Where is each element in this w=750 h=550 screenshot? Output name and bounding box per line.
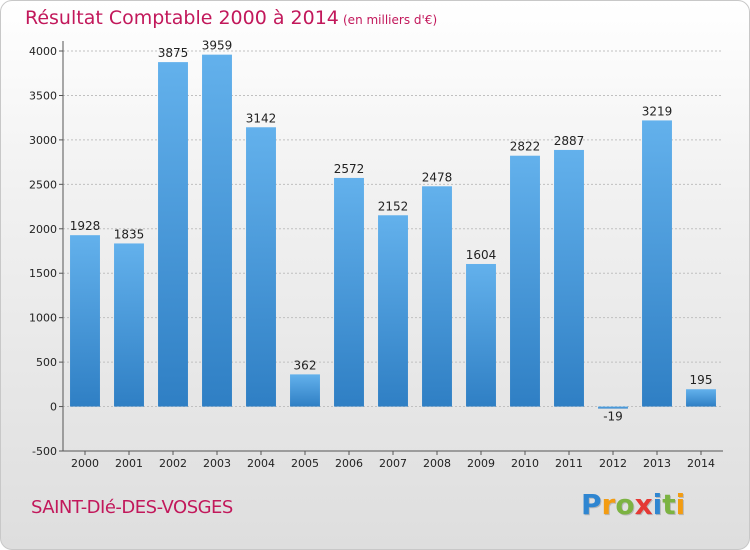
data-label-2002: 3875 [158, 46, 189, 60]
bar-2001 [114, 243, 144, 407]
bar-2006 [334, 177, 364, 407]
y-tick-label: 3500 [29, 89, 57, 102]
bar-2008 [422, 186, 452, 407]
x-tick-label: 2000 [71, 457, 99, 470]
bar-2011 [554, 149, 584, 407]
data-label-2000: 1928 [70, 219, 101, 233]
x-tick-label: 2014 [687, 457, 715, 470]
data-label-2008: 2478 [422, 170, 453, 184]
bar-2014 [686, 389, 716, 407]
chart-subtitle: (en milliers d'€) [343, 13, 438, 27]
x-tick-label: 2009 [467, 457, 495, 470]
bars [70, 54, 716, 409]
y-tick-label: 4000 [29, 45, 57, 58]
bar-2013 [642, 120, 672, 407]
data-label-2014: 195 [690, 373, 713, 387]
bar-2012 [598, 406, 628, 409]
x-tick-label: 2011 [555, 457, 583, 470]
bar-2009 [466, 263, 496, 407]
x-tick-label: 2008 [423, 457, 451, 470]
x-tick-label: 2001 [115, 457, 143, 470]
proxiti-logo[interactable]: Proxiti [581, 488, 685, 521]
y-tick-label: 0 [50, 401, 57, 414]
logo-letter: o [615, 488, 635, 521]
logo-letter: t [662, 488, 676, 521]
logo-letter: r [601, 488, 616, 521]
data-label-2011: 2887 [554, 134, 585, 148]
x-tick-label: 2005 [291, 457, 319, 470]
logo-letter: P [581, 488, 602, 521]
bar-2003 [202, 54, 232, 407]
x-tick-label: 2006 [335, 457, 363, 470]
bar-2000 [70, 235, 100, 407]
x-tick-label: 2013 [643, 457, 671, 470]
x-tick-label: 2004 [247, 457, 275, 470]
bar-2004 [246, 127, 276, 407]
data-label-2004: 3142 [246, 111, 277, 125]
x-tick-label: 2012 [599, 457, 627, 470]
data-label-2010: 2822 [510, 140, 541, 154]
data-label-2009: 1604 [466, 248, 497, 262]
x-tick-label: 2002 [159, 457, 187, 470]
bar-2002 [158, 62, 188, 407]
chart-title: Résultat Comptable 2000 à 2014 [25, 7, 339, 29]
x-tick-label: 2007 [379, 457, 407, 470]
logo-letter: i [652, 488, 663, 521]
y-tick-label: 1000 [29, 312, 57, 325]
y-tick-label: 500 [36, 356, 57, 369]
data-labels: 1928 1835 3875 3959 3142 362 2572 2152 2478 1604 2… [70, 39, 713, 424]
bar-2010 [510, 155, 540, 407]
y-tick-label: 3000 [29, 134, 57, 147]
bar-2007 [378, 215, 408, 407]
logo-letter: x [634, 488, 653, 521]
y-tick-label: -500 [32, 445, 57, 458]
data-label-2007: 2152 [378, 199, 409, 213]
data-label-2001: 1835 [114, 227, 145, 241]
data-label-2005: 362 [294, 358, 317, 372]
axes: -500 0 500 1000 1500 2000 2500 3000 3500 4000 2000… [29, 41, 723, 470]
y-tick-label: 1500 [29, 267, 57, 280]
x-tick-label: 2003 [203, 457, 231, 470]
bar-2005 [290, 374, 320, 407]
data-label-2003: 3959 [202, 39, 233, 53]
data-label-2006: 2572 [334, 162, 365, 176]
town-name: SAINT-DIé-DES-VOSGES [31, 497, 233, 518]
x-tick-label: 2010 [511, 457, 539, 470]
data-label-2012: -19 [603, 410, 623, 424]
y-tick-label: 2000 [29, 223, 57, 236]
logo-letter: i [675, 488, 686, 521]
y-tick-label: 2500 [29, 178, 57, 191]
data-label-2013: 3219 [642, 104, 673, 118]
